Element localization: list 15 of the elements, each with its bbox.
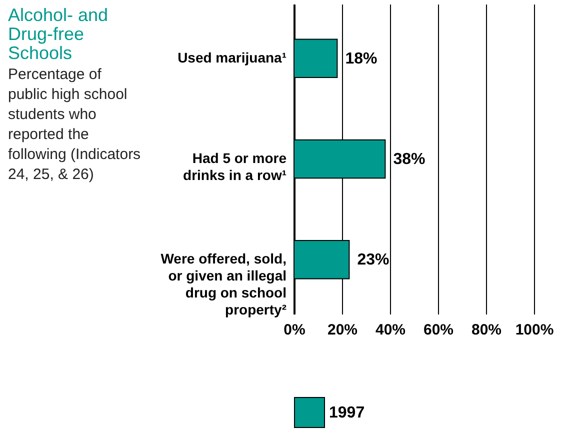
- text: Percentage of public high school students who reported the following (Indicators 24, 25, & 26): [8, 65, 142, 185]
- y-tick-label: Were offered, sold, or given an illegal drug on school property²: [160, 250, 287, 318]
- data-label: 23%: [357, 252, 390, 269]
- x-tick-label: 80%: [471, 322, 502, 338]
- x-tick-label: 20%: [327, 322, 358, 338]
- x-tick-label: 40%: [375, 322, 406, 338]
- data-label: 38%: [393, 151, 426, 168]
- text: Alcohol- and Drug-free Schools: [8, 5, 110, 63]
- data-label: 18%: [345, 50, 378, 68]
- y-tick-label: Had 5 or more drinks in a row¹: [183, 150, 287, 183]
- y-tick-label: Used marijuana¹: [178, 49, 287, 66]
- legend-label: 1997: [329, 404, 365, 422]
- x-tick-label: 100%: [515, 322, 554, 338]
- x-tick-label: 60%: [423, 322, 454, 338]
- x-tick-label: 0%: [284, 322, 306, 338]
